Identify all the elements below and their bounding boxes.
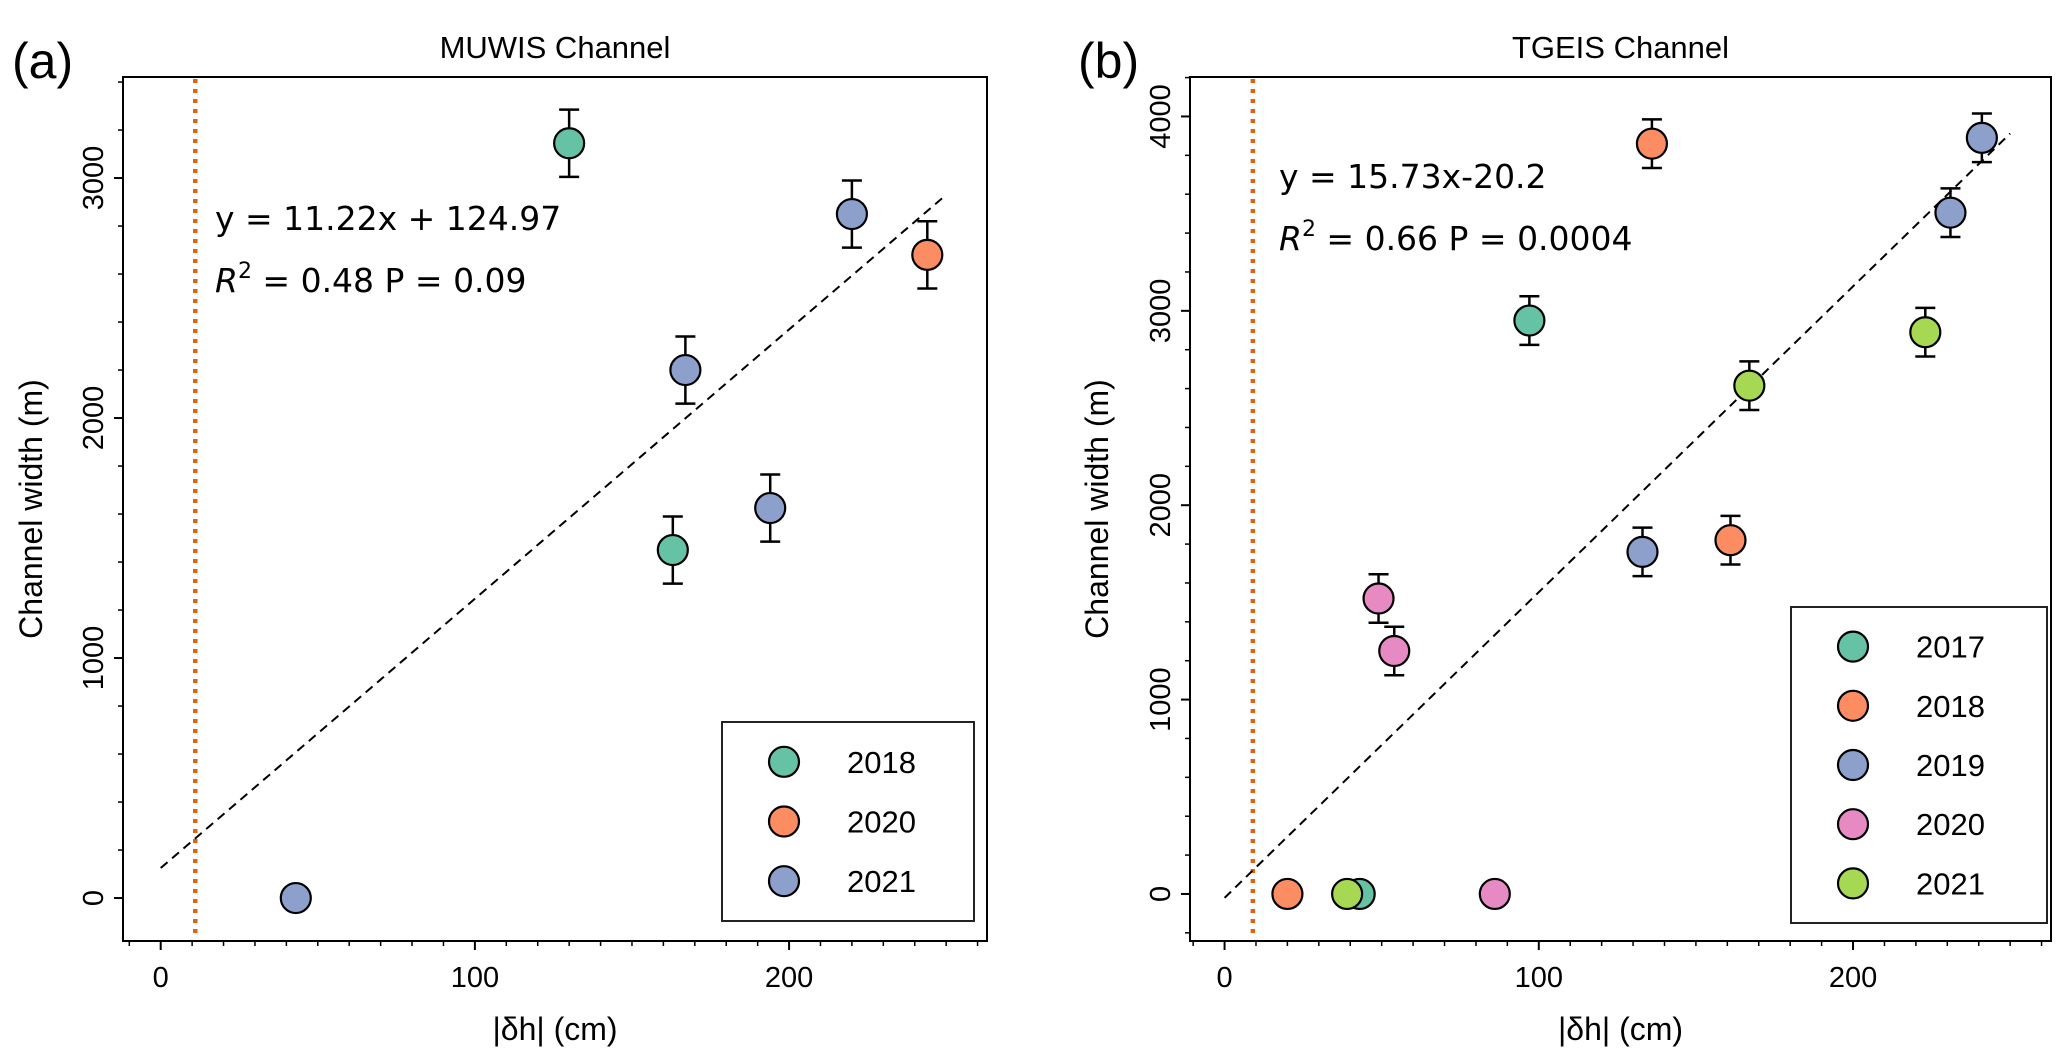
x-tick-label: 0: [1216, 962, 1232, 994]
equation-text: y = 11.22x + 124.97: [215, 199, 561, 238]
series-2018: [1271, 118, 1747, 911]
data-point: [656, 533, 689, 567]
data-point: [1635, 127, 1669, 160]
y-axis-label: Channel width (m): [1079, 379, 1115, 639]
r2-symbol: R: [215, 261, 238, 300]
x-tick-label: 200: [1829, 962, 1877, 994]
legend-marker: [767, 745, 801, 778]
data-point: [279, 881, 312, 915]
data-point: [1362, 582, 1395, 615]
legend-label: 2018: [847, 745, 916, 780]
series-2019: [1626, 112, 1998, 578]
data-point: [1934, 196, 1967, 229]
legend-marker: [1836, 630, 1870, 663]
stats-text: R2 = 0.66 P = 0.0004: [1279, 217, 1633, 258]
legend: 2018 2020 2021: [721, 721, 975, 922]
plot-frame: [122, 76, 988, 942]
stats-values: = 0.66 P = 0.0004: [1316, 219, 1633, 258]
x-tick-label: 100: [1515, 962, 1563, 994]
legend-label: 2020: [847, 805, 916, 840]
equation-text: y = 15.73x-20.2: [1279, 157, 1547, 196]
series-2020: [911, 219, 944, 290]
legend-box: [1790, 606, 2048, 924]
series-2021: [1331, 306, 1942, 911]
y-axis-label: Channel width (m): [13, 379, 49, 639]
legend: 2017 2018 2019 2020 2021: [1790, 606, 2048, 924]
legend-marker: [1836, 748, 1870, 782]
legend-label: 2021: [1916, 866, 1985, 901]
legend-label: 2021: [847, 864, 916, 899]
x-axis-label: |δh| (cm): [492, 1011, 617, 1047]
legend-marker: [1836, 867, 1870, 900]
legend-label: 2017: [1916, 630, 1985, 665]
legend-marker: [767, 805, 801, 838]
chart-title: TGEIS Channel: [1512, 30, 1729, 65]
data-point: [1733, 369, 1766, 402]
stats-text: R2 = 0.48 P = 0.09: [215, 259, 527, 300]
legend-label: 2020: [1916, 807, 1985, 842]
data-point: [1331, 877, 1364, 911]
data-point: [1513, 304, 1546, 337]
data-point: [754, 491, 787, 525]
legend-marker: [1836, 808, 1870, 841]
legend-label: 2019: [1916, 748, 1985, 783]
y-tick-label: 3000: [1145, 279, 1177, 344]
data-point: [1378, 634, 1411, 668]
data-point: [1909, 316, 1942, 349]
stats-values: = 0.48 P = 0.09: [252, 261, 527, 300]
r2-superscript: 2: [238, 259, 252, 284]
series-2018: [553, 108, 689, 585]
y-tick-label: 0: [1145, 886, 1177, 902]
y-tick-label: 2000: [1145, 473, 1177, 538]
regression-line: [160, 194, 947, 869]
plot-frame: [1189, 76, 2052, 942]
data-point: [1626, 535, 1659, 568]
data-point: [1965, 121, 1998, 154]
r2-superscript: 2: [1302, 217, 1316, 242]
data-point: [1714, 524, 1747, 557]
y-tick-label: 0: [78, 890, 110, 906]
y-tick-label: 3000: [78, 146, 110, 211]
panel-label: (a): [12, 33, 73, 89]
y-tick-label: 2000: [78, 386, 110, 451]
series-2020: [1362, 572, 1511, 911]
data-point: [911, 238, 944, 271]
chart-title: MUWIS Channel: [440, 30, 671, 65]
x-tick-label: 0: [153, 962, 169, 994]
y-tick-label: 1000: [1145, 667, 1177, 732]
regression-line: [1223, 132, 2011, 899]
data-point: [835, 197, 869, 231]
x-tick-label: 100: [451, 962, 499, 994]
data-point: [553, 127, 586, 160]
r2-symbol: R: [1279, 219, 1302, 258]
y-tick-label: 4000: [1145, 84, 1177, 149]
legend-box: [721, 721, 975, 922]
x-tick-label: 200: [765, 962, 813, 994]
legend-marker: [1836, 689, 1870, 722]
y-tick-label: 1000: [78, 626, 110, 691]
x-axis-label: |δh| (cm): [1558, 1011, 1683, 1047]
data-point: [1478, 877, 1511, 911]
data-point: [1271, 877, 1304, 911]
legend-marker: [767, 865, 801, 898]
data-point: [669, 353, 702, 387]
panel-label: (b): [1078, 33, 1139, 89]
legend-label: 2018: [1916, 689, 1985, 724]
series-2021: [279, 179, 869, 915]
